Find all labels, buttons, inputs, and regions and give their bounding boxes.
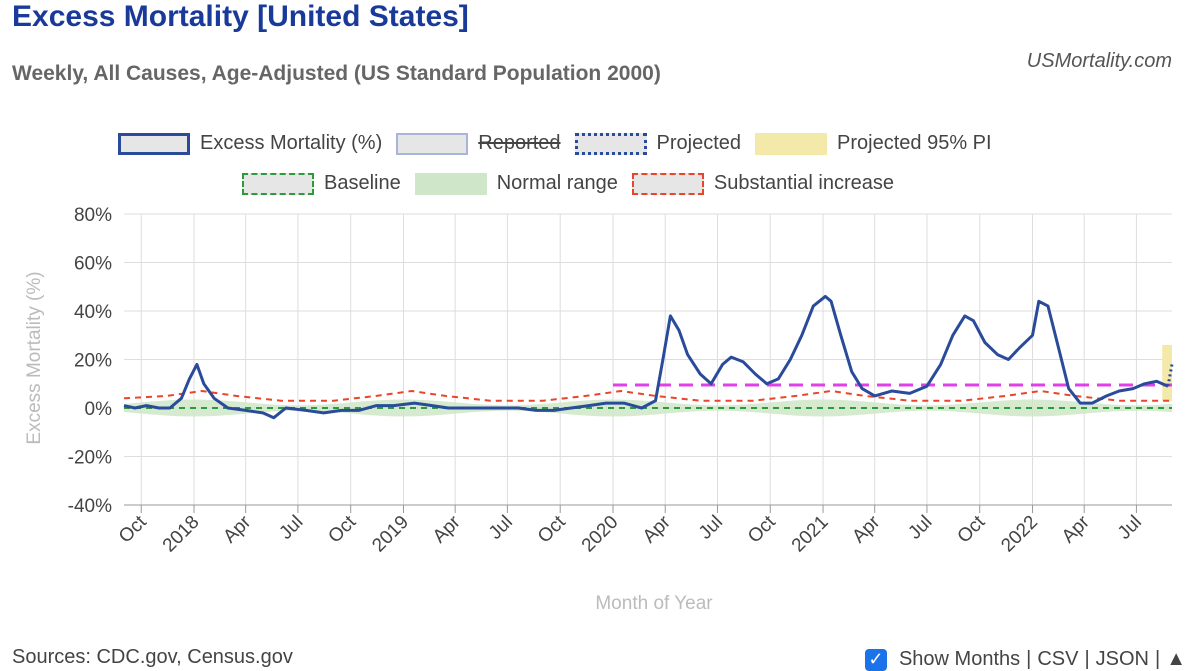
grid: [124, 213, 1172, 506]
legend-projected-label: Projected: [656, 132, 742, 154]
normal-range-area: [124, 399, 1172, 417]
legend-excess[interactable]: Excess Mortality (%): [118, 132, 382, 155]
x-tick-label: Jul: [904, 512, 936, 544]
excess-mortality-line: [123, 294, 1169, 420]
x-tick-label: Apr: [848, 511, 884, 547]
x-tick-label: Jul: [485, 512, 517, 544]
x-tick-label: 2018: [159, 512, 204, 557]
legend-baseline[interactable]: Baseline: [242, 172, 401, 195]
x-tick-label: Jul: [1114, 512, 1146, 544]
x-tick-label: 2022: [997, 512, 1042, 557]
csv-link[interactable]: CSV: [1037, 648, 1079, 670]
y-tick-label: -20%: [68, 448, 112, 469]
legend-row-1: Excess Mortality (%) Reported Projected …: [118, 132, 1006, 155]
chart-subtitle: Weekly, All Causes, Age-Adjusted (US Sta…: [12, 62, 661, 85]
x-tick-label: 2019: [368, 512, 413, 557]
excess-mortality-chart: 80%60%40%20%0%-20%-40%Oct 2018 Apr Jul Oct 20…: [24, 205, 1174, 614]
normal-range-band: [124, 344, 1172, 417]
x-tick-label: Jul: [275, 512, 307, 544]
legend-normal-range[interactable]: Normal range: [414, 172, 618, 195]
x-tick-label: 2020: [578, 512, 623, 557]
legend-projected[interactable]: Projected: [574, 132, 742, 155]
show-months-checkbox[interactable]: ✓: [864, 648, 887, 671]
sources-text: Sources: CDC.gov, Census.gov: [12, 646, 293, 668]
axis-ticks: 80%60%40%20%0%-20%-40%Oct 2018 Apr Jul Oct 20…: [68, 205, 1172, 556]
legend-reported[interactable]: Reported: [396, 132, 561, 155]
y-tick-label: 60%: [74, 254, 112, 275]
legend-projected-pi-label: Projected 95% PI: [837, 132, 992, 154]
y-tick-label: 80%: [74, 205, 112, 226]
y-tick-label: -40%: [68, 496, 112, 517]
legend-projected-swatch: [574, 132, 647, 155]
site-name[interactable]: USMortality.com: [1026, 50, 1172, 72]
json-link[interactable]: JSON: [1095, 648, 1149, 670]
legend-normal-range-swatch: [414, 172, 487, 195]
legend-excess-label: Excess Mortality (%): [200, 132, 383, 154]
x-axis-label: Month of Year: [595, 593, 713, 614]
legend-substantial[interactable]: Substantial increase: [631, 172, 894, 195]
separator: |: [1155, 648, 1161, 670]
y-tick-label: 40%: [74, 302, 112, 323]
x-tick-label: Oct: [534, 511, 570, 547]
x-tick-label: Apr: [429, 511, 465, 547]
footer-controls: ✓ Show Months | CSV | JSON | ▲: [864, 648, 1186, 671]
x-tick-label: Apr: [219, 511, 255, 547]
projected-pi-area: [1162, 344, 1172, 401]
legend-normal-range-label: Normal range: [496, 172, 618, 194]
y-tick-label: 0%: [85, 399, 113, 420]
x-tick-label: 2021: [788, 512, 833, 557]
separator: |: [1026, 648, 1032, 670]
y-tick-label: 20%: [74, 351, 112, 372]
x-tick-label: Apr: [639, 511, 675, 547]
x-tick-label: Oct: [744, 511, 780, 547]
legend-projected-pi-swatch: [755, 132, 828, 155]
legend-baseline-swatch: [242, 172, 314, 195]
substantial-increase-line: [123, 389, 1172, 402]
scroll-top-icon[interactable]: ▲: [1166, 648, 1186, 670]
x-tick-label: Jul: [695, 512, 727, 544]
x-tick-label: Oct: [954, 511, 990, 547]
legend-reported-label: Reported: [478, 132, 561, 154]
x-tick-label: Oct: [115, 511, 151, 547]
legend-substantial-label: Substantial increase: [713, 172, 894, 194]
legend-reported-swatch: [396, 132, 469, 155]
legend-projected-pi[interactable]: Projected 95% PI: [755, 132, 992, 155]
legend-baseline-label: Baseline: [324, 172, 401, 194]
projected-line: [1166, 364, 1174, 387]
chart-title: Excess Mortality [United States]: [12, 0, 469, 33]
x-tick-label: Apr: [1058, 511, 1094, 547]
x-tick-label: Oct: [324, 511, 360, 547]
show-months-label[interactable]: Show Months: [898, 648, 1021, 670]
legend-substantial-swatch: [631, 172, 704, 195]
chart-lines: [123, 294, 1174, 420]
legend-row-2: Baseline Normal range Substantial increa…: [242, 172, 908, 195]
legend-excess-swatch: [118, 132, 190, 155]
y-axis-label: Excess Mortality (%): [24, 271, 45, 444]
separator: |: [1084, 648, 1090, 670]
